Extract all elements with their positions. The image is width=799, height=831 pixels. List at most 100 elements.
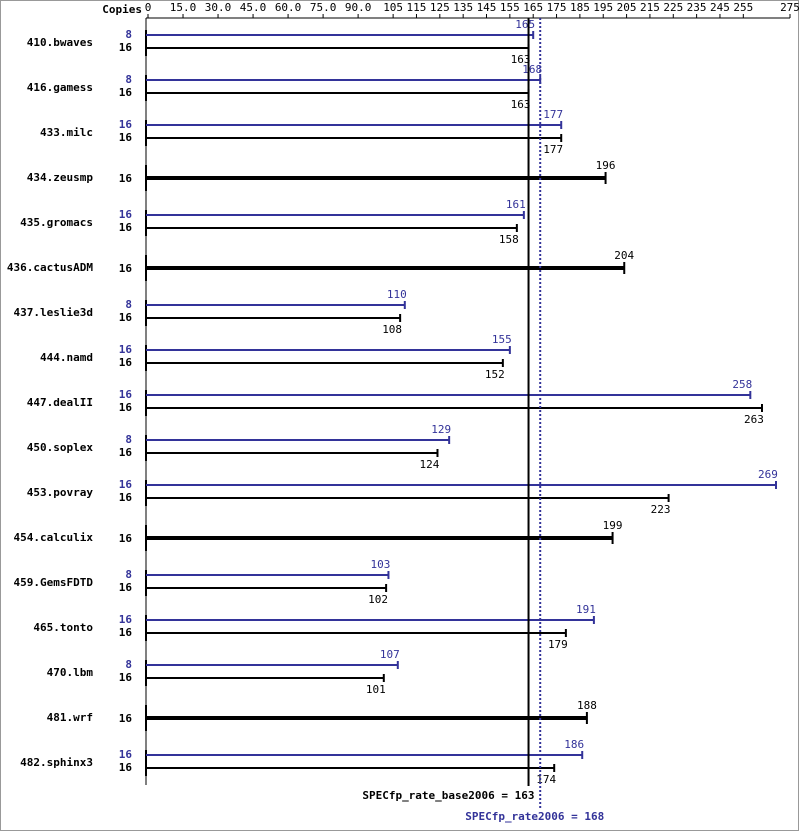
value-label: 196: [596, 159, 616, 172]
x-tick-label: 275: [780, 1, 799, 14]
copies: 8: [125, 28, 132, 41]
value-label: 269: [758, 468, 778, 481]
value-label: 110: [387, 288, 407, 301]
x-tick-label: 15.0: [170, 1, 197, 14]
value-label: 186: [564, 738, 584, 751]
benchmark-label: 447.dealII: [27, 396, 93, 409]
benchmark-label: 434.zeusmp: [27, 171, 94, 184]
summary-label: SPECfp_rate_base2006 = 163: [362, 789, 534, 802]
benchmark-label: 437.leslie3d: [14, 306, 93, 319]
x-tick-label: 45.0: [240, 1, 267, 14]
benchmark-label: 459.GemsFDTD: [14, 576, 94, 589]
x-tick-label: 115: [407, 1, 427, 14]
x-tick-label: 135: [453, 1, 473, 14]
x-tick-label: 90.0: [345, 1, 372, 14]
copies: 16: [119, 221, 133, 234]
x-tick-label: 185: [570, 1, 590, 14]
benchmark-label: 482.sphinx3: [20, 756, 93, 769]
value-label: 129: [431, 423, 451, 436]
value-label: 191: [576, 603, 596, 616]
copies: 16: [119, 131, 133, 144]
copies: 16: [119, 626, 133, 639]
x-tick-label: 195: [593, 1, 613, 14]
value-label: 158: [499, 233, 519, 246]
benchmark-label: 436.cactusADM: [7, 261, 93, 274]
value-label: 163: [511, 53, 531, 66]
benchmark-label: 453.povray: [27, 486, 94, 499]
benchmark-label: 410.bwaves: [27, 36, 93, 49]
copies-header: Copies: [102, 3, 142, 16]
copies: 16: [119, 532, 133, 545]
copies: 8: [125, 658, 132, 671]
value-label: 161: [506, 198, 526, 211]
value-label: 223: [651, 503, 671, 516]
copies: 16: [119, 208, 133, 221]
value-label: 124: [420, 458, 440, 471]
copies: 16: [119, 712, 133, 725]
x-tick-label: 155: [500, 1, 520, 14]
copies: 16: [119, 388, 133, 401]
value-label: 179: [548, 638, 568, 651]
benchmark-label: 465.tonto: [33, 621, 93, 634]
copies: 16: [119, 262, 133, 275]
copies: 16: [119, 748, 133, 761]
copies: 16: [119, 491, 133, 504]
value-label: 101: [366, 683, 386, 696]
copies: 16: [119, 118, 133, 131]
value-label: 102: [368, 593, 388, 606]
x-tick-label: 125: [430, 1, 450, 14]
copies: 16: [119, 446, 133, 459]
x-tick-label: 0: [145, 1, 152, 14]
benchmark-label: 433.milc: [40, 126, 93, 139]
benchmark-label: 450.soplex: [27, 441, 94, 454]
value-label: 177: [543, 143, 563, 156]
value-label: 108: [382, 323, 402, 336]
copies: 8: [125, 298, 132, 311]
copies: 16: [119, 343, 133, 356]
value-label: 204: [614, 249, 634, 262]
value-label: 174: [536, 773, 556, 786]
x-tick-label: 145: [477, 1, 497, 14]
x-tick-label: 225: [663, 1, 683, 14]
value-label: 258: [732, 378, 752, 391]
copies: 16: [119, 671, 133, 684]
copies: 8: [125, 433, 132, 446]
x-tick-label: 75.0: [310, 1, 337, 14]
x-tick-label: 245: [710, 1, 730, 14]
x-tick-label: 60.0: [275, 1, 302, 14]
x-tick-label: 175: [547, 1, 567, 14]
copies: 16: [119, 86, 133, 99]
value-label: 168: [522, 63, 542, 76]
value-label: 165: [515, 18, 535, 31]
copies: 16: [119, 478, 133, 491]
summary-label: SPECfp_rate2006 = 168: [465, 810, 604, 823]
x-tick-label: 30.0: [205, 1, 232, 14]
value-label: 152: [485, 368, 505, 381]
benchmark-label: 470.lbm: [47, 666, 94, 679]
x-tick-label: 105: [383, 1, 403, 14]
value-label: 155: [492, 333, 512, 346]
benchmark-label: 454.calculix: [14, 531, 94, 544]
copies: 16: [119, 401, 133, 414]
value-label: 107: [380, 648, 400, 661]
x-tick-label: 255: [733, 1, 753, 14]
x-tick-label: 235: [687, 1, 707, 14]
benchmark-label: 481.wrf: [47, 711, 93, 724]
benchmark-label: 435.gromacs: [20, 216, 93, 229]
x-tick-label: 205: [617, 1, 637, 14]
value-label: 199: [603, 519, 623, 532]
copies: 8: [125, 568, 132, 581]
x-tick-label: 165: [523, 1, 543, 14]
copies: 8: [125, 73, 132, 86]
value-label: 263: [744, 413, 764, 426]
copies: 16: [119, 356, 133, 369]
copies: 16: [119, 613, 133, 626]
value-label: 103: [371, 558, 391, 571]
copies: 16: [119, 311, 133, 324]
x-tick-label: 215: [640, 1, 660, 14]
copies: 16: [119, 172, 133, 185]
benchmark-label: 416.gamess: [27, 81, 93, 94]
copies: 16: [119, 761, 133, 774]
copies: 16: [119, 41, 133, 54]
